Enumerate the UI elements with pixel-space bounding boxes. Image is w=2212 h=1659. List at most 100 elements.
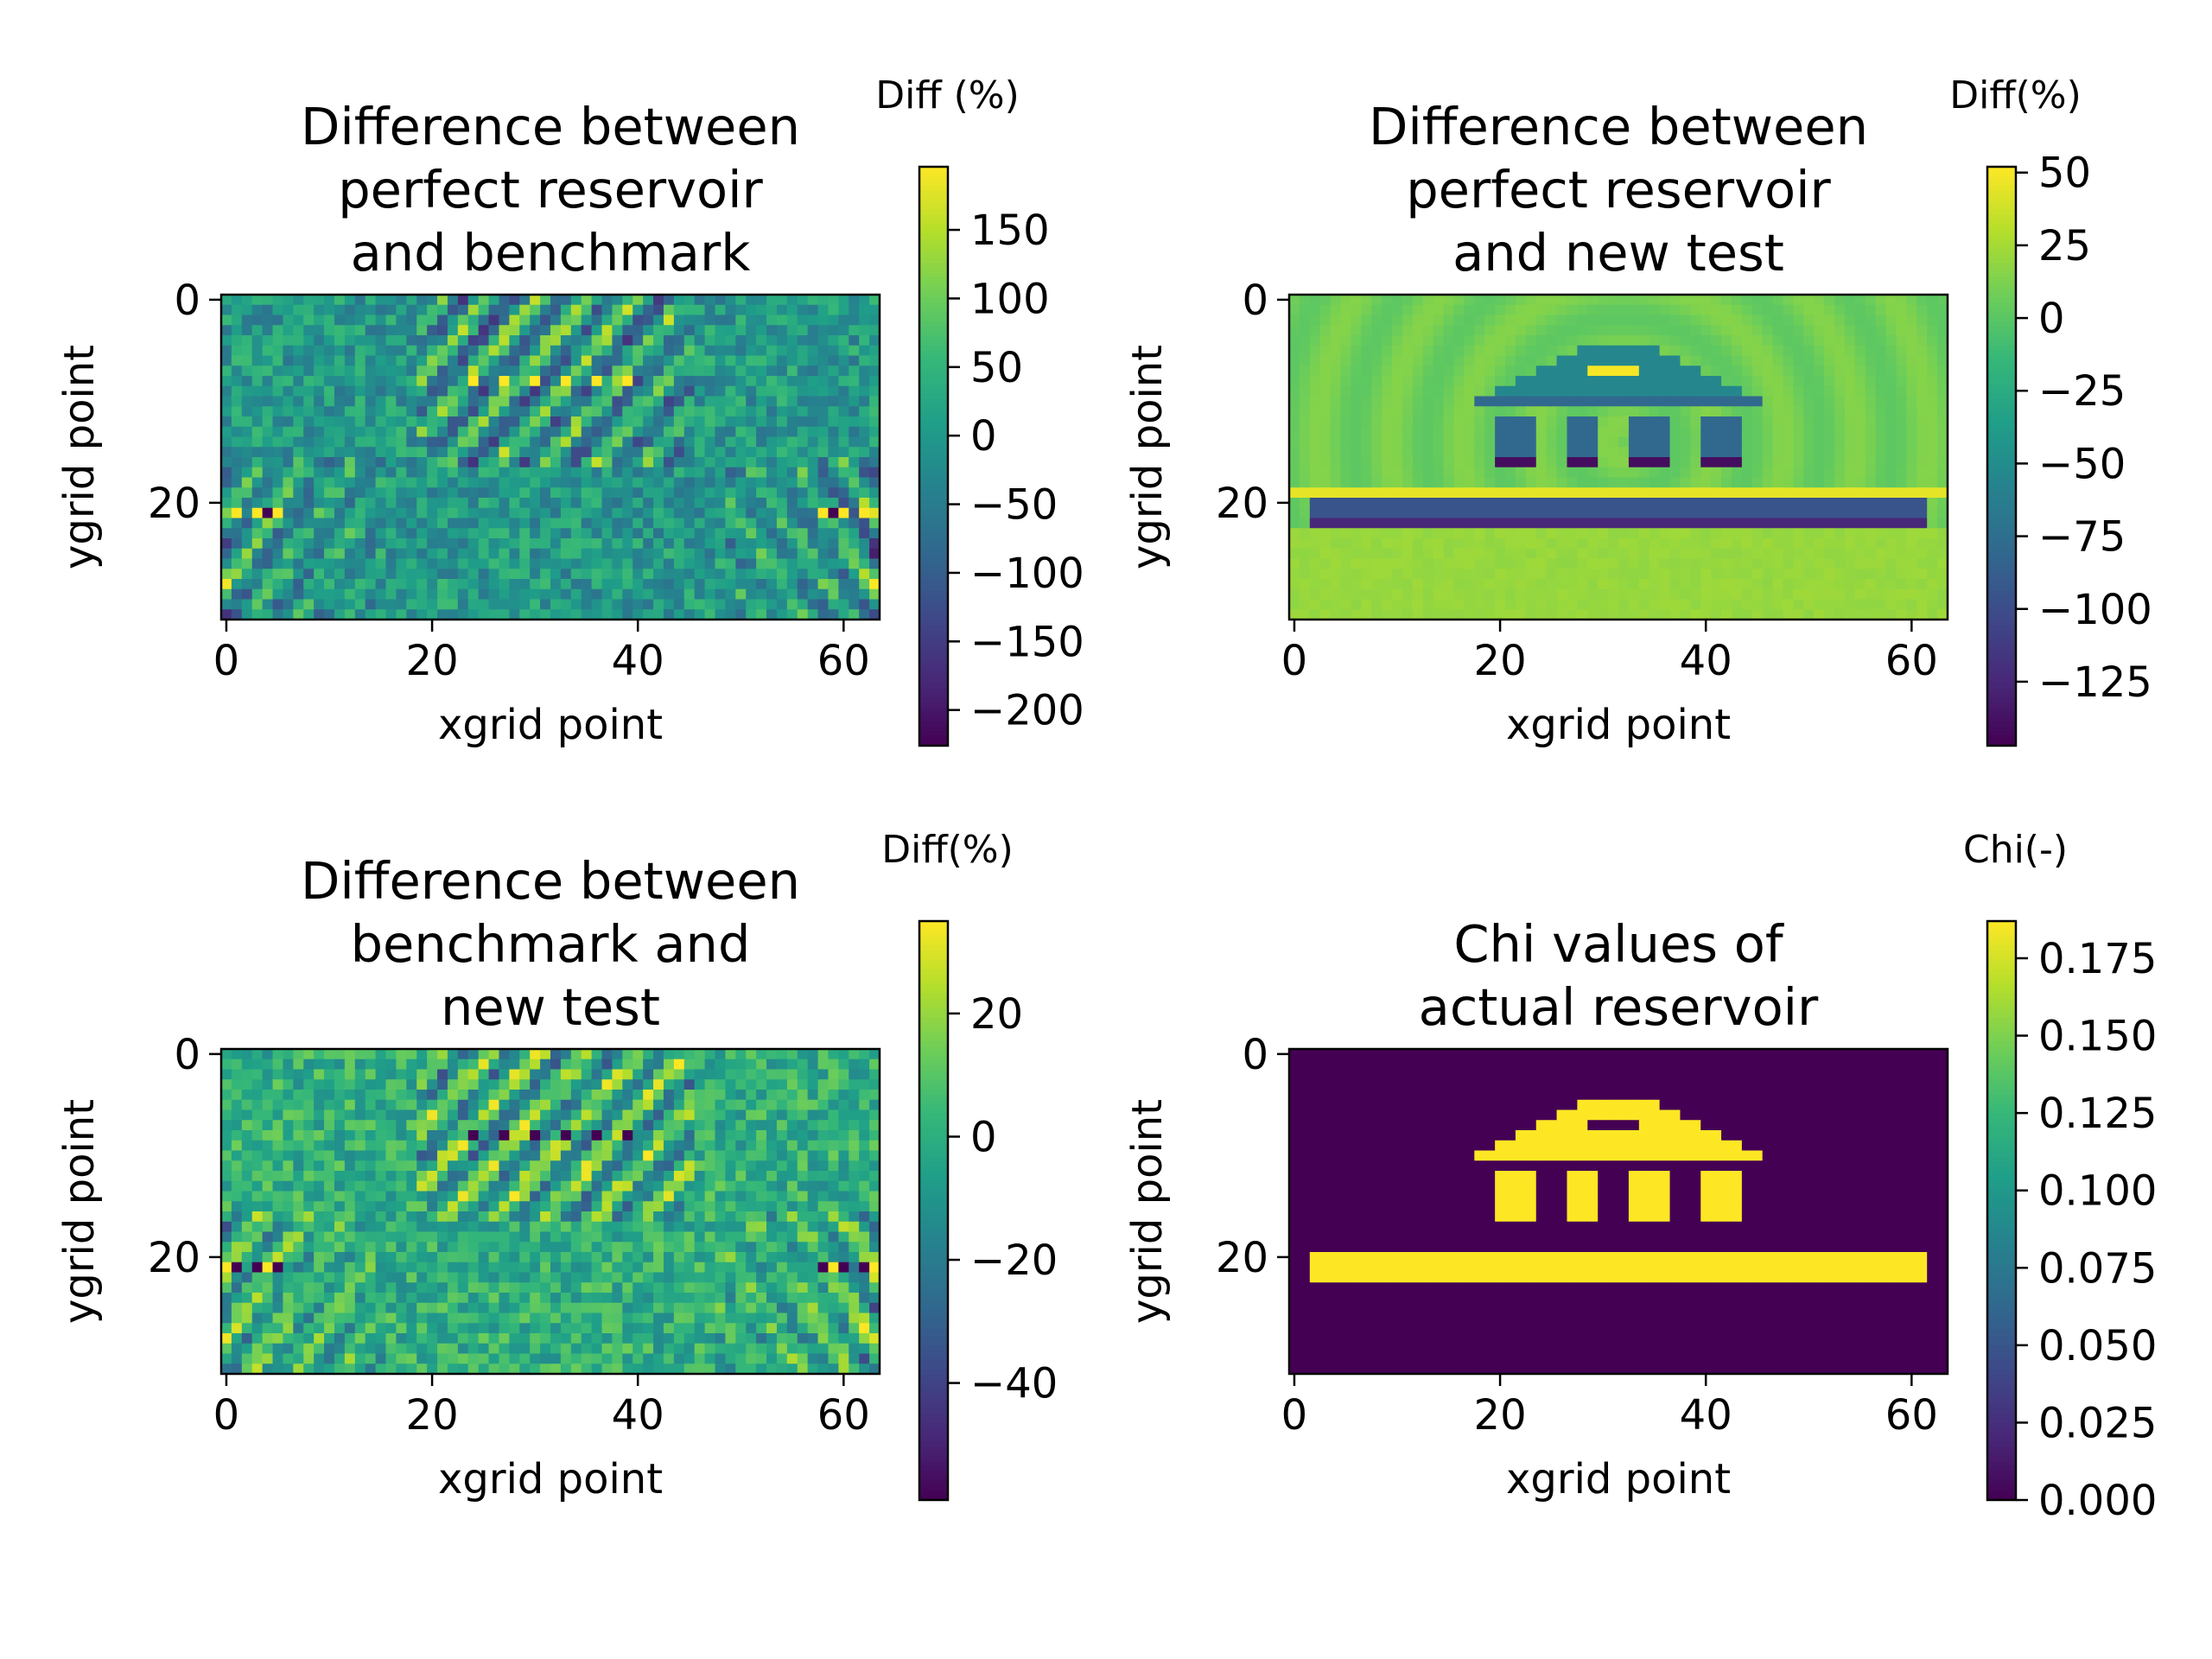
heatmap-cell: [1433, 335, 1445, 346]
heatmap-cell: [581, 518, 593, 529]
heatmap-cell: [1628, 396, 1640, 407]
heatmap-cell: [653, 1049, 664, 1060]
heatmap-cell: [1628, 385, 1640, 397]
heatmap-cell: [1814, 295, 1825, 306]
heatmap-cell: [262, 1069, 274, 1080]
heatmap-cell: [1690, 436, 1701, 448]
colorbar-segment: [919, 543, 948, 549]
heatmap-cell: [601, 467, 613, 479]
heatmap-cell: [324, 304, 335, 316]
heatmap-cell: [560, 1090, 572, 1101]
heatmap-cell: [1577, 426, 1588, 438]
heatmap-cell: [1598, 436, 1609, 448]
heatmap-cell: [344, 1130, 356, 1141]
heatmap-cell: [1937, 498, 1948, 509]
heatmap-cell: [1402, 538, 1414, 550]
heatmap-cell: [828, 325, 839, 336]
heatmap-cell: [365, 569, 377, 580]
heatmap-cell: [1433, 609, 1445, 620]
heatmap-cell: [1587, 498, 1599, 509]
heatmap-cell: [663, 1079, 675, 1090]
heatmap-cell: [550, 416, 562, 428]
heatmap-cell: [653, 457, 664, 468]
heatmap-cell: [1628, 315, 1640, 326]
heatmap-cell: [715, 588, 727, 601]
heatmap-cell: [1453, 599, 1465, 610]
heatmap-cell: [1567, 579, 1578, 590]
heatmap-cell: [396, 406, 407, 417]
heatmap-cell: [396, 528, 407, 539]
y-axis-label: ygrid point: [55, 345, 104, 569]
heatmap-cell: [283, 528, 294, 539]
chart-title: Difference between perfect reservoir and b…: [301, 97, 800, 283]
heatmap-cell: [550, 1120, 562, 1131]
heatmap-cell: [1608, 548, 1619, 560]
heatmap-cell: [1392, 365, 1403, 377]
heatmap-cell: [653, 528, 664, 539]
heatmap-cell: [1382, 426, 1393, 438]
heatmap-cell: [1402, 396, 1414, 407]
heatmap-cell: [1680, 477, 1691, 488]
heatmap-cell: [1669, 406, 1681, 417]
heatmap-cell: [354, 1058, 366, 1071]
heatmap-cell: [334, 528, 346, 539]
heatmap-cell: [1556, 457, 1568, 468]
heatmap-cell: [262, 528, 274, 539]
heatmap-cell: [1854, 304, 1866, 316]
heatmap-cell: [385, 416, 397, 428]
heatmap-cell: [1598, 304, 1609, 316]
heatmap-cell: [1844, 416, 1856, 428]
heatmap-cell: [1299, 385, 1311, 397]
heatmap-cell: [488, 1130, 500, 1141]
heatmap-cell: [1916, 569, 1928, 580]
heatmap-cell: [437, 1109, 448, 1121]
heatmap-cell: [344, 1099, 356, 1111]
colorbar-segment: [1987, 664, 2016, 670]
heatmap-cell: [622, 1058, 633, 1071]
heatmap-cell: [673, 1130, 685, 1141]
heatmap-cell: [683, 315, 696, 326]
heatmap-cell: [1433, 558, 1445, 569]
heatmap-cell: [324, 518, 335, 529]
heatmap-cell: [457, 416, 469, 428]
heatmap-cell: [530, 487, 541, 499]
heatmap-cell: [663, 457, 675, 468]
heatmap-cell: [849, 447, 860, 458]
heatmap-cell: [427, 406, 438, 417]
heatmap-cell: [643, 1058, 654, 1071]
heatmap-cell: [560, 426, 572, 438]
heatmap-cell: [1495, 385, 1506, 397]
heatmap-cell: [838, 436, 849, 448]
heatmap-cell: [1711, 345, 1722, 357]
heatmap-cell: [1412, 518, 1424, 529]
heatmap-cell: [828, 548, 839, 560]
heatmap-cell: [314, 376, 325, 387]
heatmap-cell: [746, 477, 757, 488]
heatmap-cell: [344, 335, 356, 346]
heatmap-cell: [1916, 467, 1928, 479]
heatmap-cell: [519, 325, 531, 336]
heatmap-cell: [673, 569, 685, 580]
heatmap-cell: [1474, 579, 1485, 590]
heatmap-cell: [1680, 376, 1691, 387]
heatmap-cell: [1412, 365, 1424, 377]
heatmap-cell: [509, 487, 520, 499]
heatmap-cell: [396, 295, 407, 306]
heatmap-cell: [303, 457, 315, 468]
heatmap-cell: [1793, 548, 1804, 560]
heatmap-cell: [735, 487, 747, 499]
heatmap-cell: [1885, 295, 1897, 306]
heatmap-cell: [694, 406, 706, 417]
heatmap-cell: [344, 365, 356, 377]
heatmap-cell: [293, 376, 304, 387]
heatmap-cell: [467, 457, 480, 468]
heatmap-cell: [1741, 335, 1753, 346]
heatmap-cell: [560, 447, 572, 458]
heatmap-cell: [1711, 558, 1722, 569]
heatmap-cell: [1474, 498, 1485, 509]
heatmap-cell: [1700, 467, 1712, 479]
heatmap-cell: [303, 295, 315, 306]
heatmap-cell: [1608, 385, 1619, 397]
heatmap-cell: [1361, 416, 1372, 428]
heatmap-cell: [1824, 416, 1835, 428]
